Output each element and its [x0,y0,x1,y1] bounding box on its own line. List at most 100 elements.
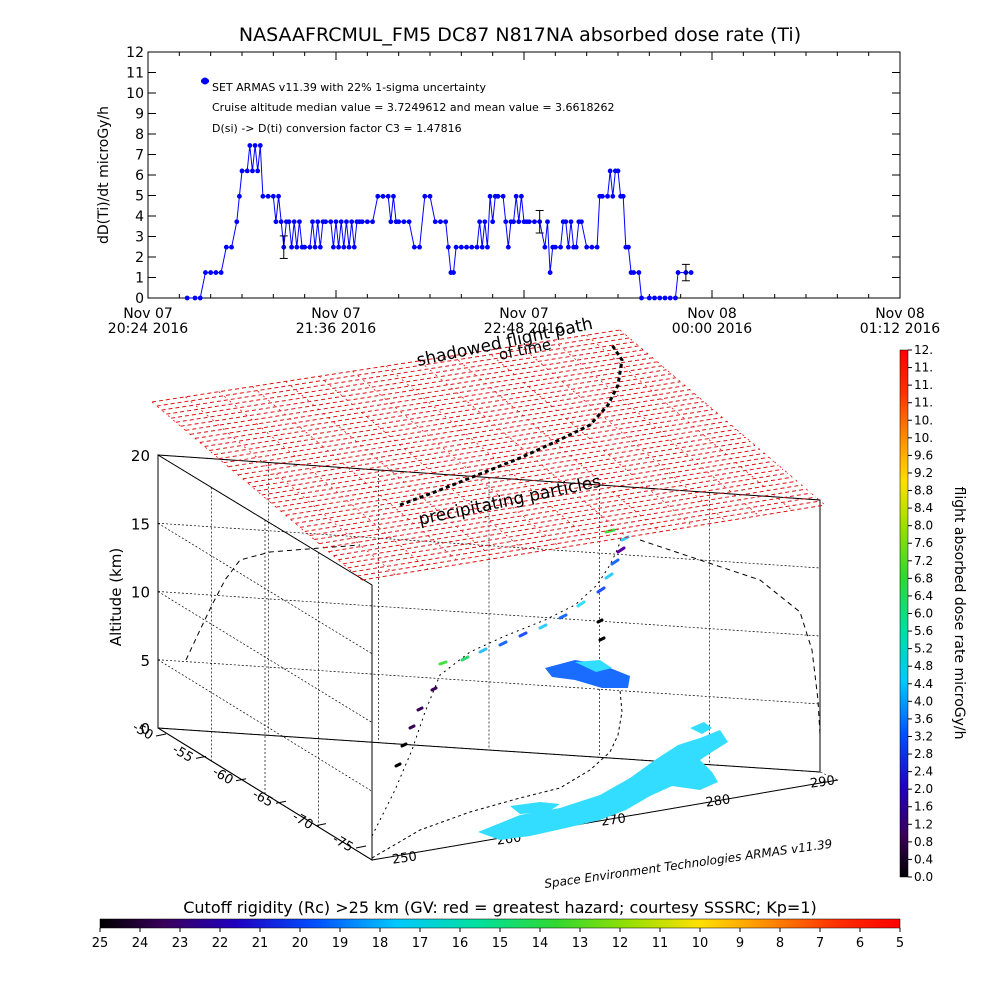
data-point [252,143,258,148]
shell-line [299,452,765,528]
data-point [636,270,642,275]
x-tick-label-date: Nov 07 [499,306,549,322]
cutoff-colorbar-tick-label: 24 [132,936,149,951]
shell-line [271,428,737,504]
credit-text: Space Environment Technologies ARMAS v11… [543,837,833,891]
data-point [532,219,537,225]
data-point [401,219,407,225]
data-point [208,270,214,275]
latitude-tick [355,845,367,849]
x-tick-label-date: Nov 08 [875,306,925,322]
data-point [422,193,428,199]
z-tick-label: 20 [131,447,150,465]
data-point [341,244,347,250]
data-point [479,244,485,250]
data-point [526,219,532,225]
data-point [250,168,255,174]
z-tick-label: 15 [131,515,150,533]
data-point [330,244,336,250]
shell-line [233,397,700,472]
wall-shadow-right [639,539,821,736]
data-point [518,193,524,199]
x-tick-label-date: Nov 08 [687,306,737,322]
data-point [639,295,644,301]
dose-colorbar-tick-label: 0.0 [914,870,933,884]
data-point [239,168,245,174]
data-point [667,295,673,301]
shell-line [295,448,760,524]
shell-line [247,409,714,484]
shell-line [309,460,774,536]
cutoff-colorbar-tick-label: 10 [692,936,709,951]
data-point [626,244,631,250]
shell-line [213,381,681,456]
data-point [197,295,203,301]
dose-rate-series [184,143,694,301]
y-axis-label: dD(Ti)/dt microGy/h [96,106,112,244]
data-point [652,295,657,301]
dose-colorbar-tick-label: 7.2 [914,554,933,568]
shell-line [223,389,690,464]
land-mass-east [690,722,712,734]
x-tick-label-time: 00:00 2016 [672,321,753,337]
cutoff-colorbar-tick-label: 7 [816,936,824,951]
data-point [490,219,496,225]
dose-colorbar-tick-label: 4.0 [914,694,933,708]
flight-path [371,528,630,837]
z-tick-label: 5 [140,652,150,670]
dose-colorbar-tick-label: 11. [914,396,933,410]
shell-cross-line [218,391,429,570]
data-point [573,244,579,250]
data-point [445,244,451,250]
y-tick-label: 3 [135,230,144,246]
shell-line [209,377,676,452]
shell-line [333,480,798,557]
y-tick-label: 2 [135,250,144,266]
data-point [615,168,621,174]
legend: SET ARMAS v11.39 with 22% 1-sigma uncert… [201,77,615,135]
data-point [495,193,501,199]
dose-colorbar-tick-label: 7.6 [914,536,933,550]
shell-line [180,353,649,427]
shell-line [156,333,625,407]
shell-line [199,369,667,443]
shell-cross-line [519,345,727,522]
dose-colorbar-tick-label: 4.4 [914,677,933,691]
data-point [469,244,475,250]
y-tick-label: 6 [135,168,144,184]
data-point [297,219,302,225]
data-point [312,244,318,250]
cutoff-colorbar-tick-label: 22 [212,936,229,951]
data-point [513,193,519,199]
data-point [458,244,464,250]
y-tick-label: 5 [135,189,144,205]
data-point [584,244,590,250]
data-point [552,244,558,250]
shell-line [314,464,779,541]
shell-line [204,373,672,447]
shell-line [338,484,802,561]
legend-entry-1: SET ARMAS v11.39 with 22% 1-sigma uncert… [212,81,486,94]
latitude-tick [195,755,207,759]
cutoff-colorbar-tick-label: 17 [412,936,429,951]
cutoff-colorbar-tick-label: 18 [372,936,389,951]
data-point [646,295,652,301]
3d-grid [157,454,821,861]
latitude-tick [235,778,247,782]
data-point [213,270,219,275]
ground-track [371,689,623,859]
shell-line [161,337,630,411]
latitude-axis: -50 -55 -60 -65 -70 -75 [130,720,367,856]
data-point [338,219,344,225]
latitude-tick-label: -75 [330,832,356,856]
data-point [662,295,668,301]
data-point [380,193,386,199]
data-point [610,193,616,199]
latitude-tick-label: -60 [210,765,236,789]
data-point [417,244,422,250]
dose-colorbar-tick-label: 8.0 [914,519,933,533]
data-point [351,244,357,250]
shell-cross-line [552,339,760,517]
